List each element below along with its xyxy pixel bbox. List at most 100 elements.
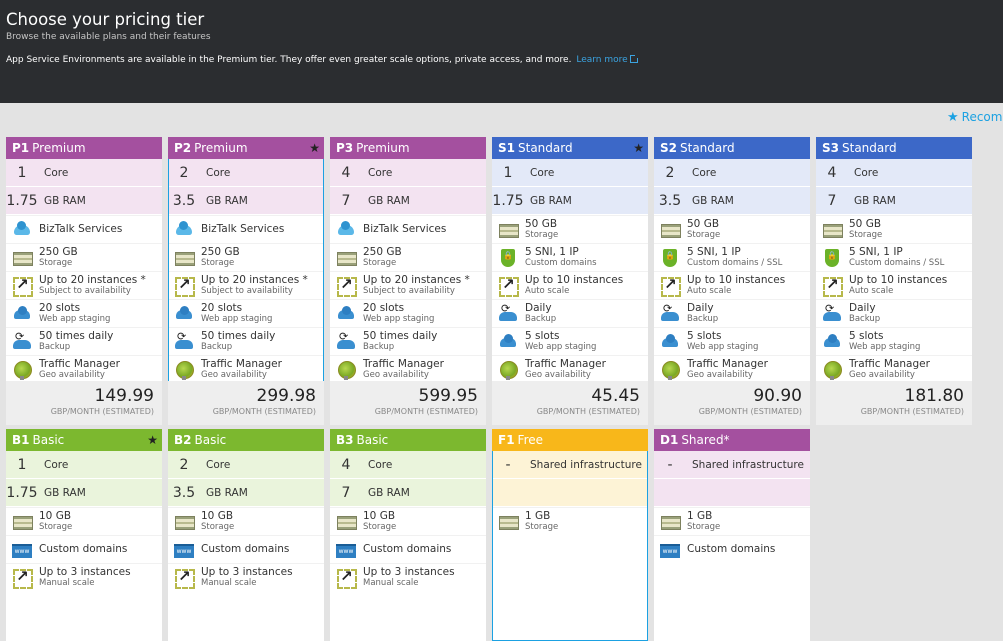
ram-row: 3.5 GB RAM [654,187,810,215]
tier-card-header: S1 Standard ★ [492,137,648,159]
feature-value: Up to 10 instances [525,273,624,286]
core-count: 4 [341,164,351,181]
tier-name: Basic [32,433,65,447]
www-icon [174,540,194,560]
scale-icon [12,567,33,589]
feature-caption: Auto scale [849,285,894,296]
feature-value: 50 times daily [201,329,276,342]
backup-icon [336,330,356,352]
feature-row: BizTalk Services [168,215,324,243]
tier-code: D1 [660,433,679,447]
core-row: - Shared infrastructure [492,451,648,479]
globe-icon [660,360,680,380]
core-count: - [667,456,673,473]
core-count: 2 [179,164,189,181]
ram-label: GB RAM [530,194,572,207]
ram-row [492,479,648,507]
scale-icon [336,567,357,589]
feature-value: Custom domains [687,543,776,555]
feature-caption: Backup [39,341,71,352]
core-label: Shared infrastructure [530,458,642,471]
ram-row: 1.75 GB RAM [492,187,648,215]
tier-card-p1[interactable]: P1 Premium 1 Core 1.75 GB RAM BizTalk Services… [6,137,162,425]
price-block: 149.99 GBP/MONTH (ESTIMATED) [6,381,162,425]
feature-caption: Subject to availability [39,285,131,296]
feature-caption: Storage [39,257,73,268]
learn-more-link[interactable]: Learn more [576,54,639,65]
tier-card-header: S3 Standard [816,137,972,159]
feature-value: 10 GB [201,509,234,522]
feature-value: 5 SNI, 1 IP [687,245,741,258]
feature-value: Daily [849,301,876,314]
feature-value: 50 GB [687,217,720,230]
biztalk-icon [336,220,356,240]
core-row: 1 Core [6,451,162,479]
feature-value: 5 slots [525,329,560,342]
tier-name: Standard [518,141,573,155]
feature-value: Traffic Manager [39,357,120,370]
tier-name: Basic [194,433,227,447]
tier-card-p2[interactable]: P2 Premium ★ 2 Core 3.5 GB RAM BizTalk Services… [168,137,324,425]
tier-name: Premium [356,141,410,155]
ram-amount: 7 [341,192,351,209]
recommended-toggle[interactable]: ★ Recom [947,110,1002,125]
feature-value: BizTalk Services [39,223,123,235]
tier-card-header: B2 Basic [168,429,324,451]
tier-name: Basic [356,433,389,447]
feature-value: 5 slots [849,329,884,342]
ram-amount [654,479,686,507]
ase-notice-text: App Service Environments are available i… [6,55,572,65]
feature-caption: Storage [525,229,559,240]
ram-label: GB RAM [854,194,896,207]
feature-caption: Custom domains [525,257,597,268]
feature-value: 250 GB [201,245,240,258]
feature-value: 20 slots [363,301,405,314]
core-row: 2 Core [168,451,324,479]
core-label: Shared infrastructure [692,458,804,471]
feature-value: Traffic Manager [687,357,768,370]
feature-value: 1 GB [687,509,713,522]
feature-caption: Storage [687,521,721,532]
scale-icon [498,275,519,297]
feature-value: 20 slots [201,301,243,314]
cloud-icon [498,332,518,352]
feature-value: Daily [525,301,552,314]
ram-label: GB RAM [44,486,86,499]
feature-row: 50 GB Storage [816,215,972,243]
tier-card-d1[interactable]: D1 Shared* - Shared infrastructure 1 GB Stora… [654,429,810,641]
tier-card-f1[interactable]: F1 Free - Shared infrastructure 1 GB Storage [492,429,648,641]
storage-icon [12,247,33,268]
feature-value: BizTalk Services [363,223,447,235]
feature-value: Daily [687,301,714,314]
feature-value: Up to 20 instances * [39,273,146,286]
core-count: 1 [503,164,513,181]
cloud-icon [174,304,194,324]
feature-caption: Storage [525,521,559,532]
feature-value: Up to 3 instances [363,565,455,578]
tier-card-header: P1 Premium [6,137,162,159]
price-unit: GBP/MONTH (ESTIMATED) [374,407,478,416]
feature-row: Custom domains [6,535,162,563]
feature-caption: Auto scale [687,285,732,296]
price-amount: 299.98 [256,386,316,406]
tier-card-p3[interactable]: P3 Premium 4 Core 7 GB RAM BizTalk Services 250… [330,137,486,425]
feature-caption: Storage [201,521,235,532]
feature-row: 10 GB Storage [168,507,324,535]
price-unit: GBP/MONTH (ESTIMATED) [860,407,964,416]
scale-icon [12,275,33,297]
backup-icon [498,302,518,324]
core-label: Core [206,458,231,471]
tier-code: S2 [660,141,677,155]
